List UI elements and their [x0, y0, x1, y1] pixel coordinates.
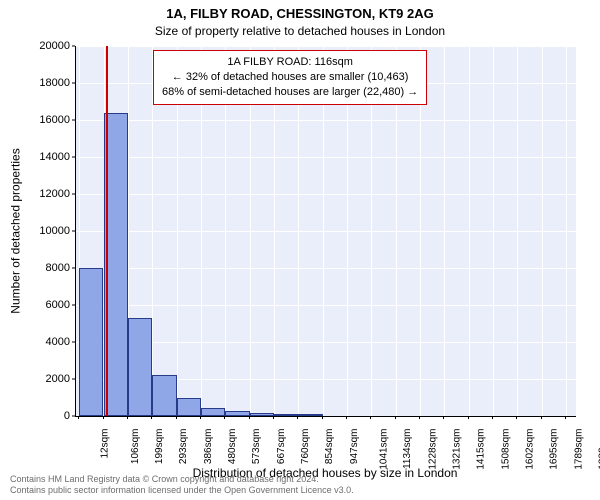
gridline-v: [469, 46, 470, 416]
x-tick-label: 573sqm: [251, 429, 262, 465]
x-tick-mark: [103, 416, 104, 419]
footer-line-2: Contains public sector information licen…: [10, 485, 590, 496]
y-tick-mark: [72, 157, 75, 158]
x-tick-label: 1134sqm: [402, 429, 413, 469]
x-tick-label: 199sqm: [154, 429, 165, 465]
histogram-bar: [225, 411, 249, 416]
y-tick-mark: [72, 83, 75, 84]
x-tick-mark: [322, 416, 323, 419]
property-marker-line: [106, 46, 108, 416]
annotation-line: ← 32% of detached houses are smaller (10…: [162, 70, 418, 85]
histogram-bar: [250, 413, 274, 416]
y-tick-label: 14000: [25, 151, 70, 163]
x-tick-mark: [541, 416, 542, 419]
y-tick-mark: [72, 416, 75, 417]
histogram-bar: [298, 414, 322, 416]
x-tick-mark: [492, 416, 493, 419]
x-tick-mark: [176, 416, 177, 419]
y-tick-mark: [72, 379, 75, 380]
gridline-h: [76, 194, 576, 195]
y-tick-label: 10000: [25, 225, 70, 237]
plot-area: 1A FILBY ROAD: 116sqm← 32% of detached h…: [75, 46, 576, 417]
y-tick-mark: [72, 46, 75, 47]
x-tick-label: 386sqm: [203, 429, 214, 465]
x-tick-label: 1602sqm: [525, 429, 536, 470]
x-tick-label: 1508sqm: [500, 429, 511, 470]
chart-title-sub: Size of property relative to detached ho…: [0, 24, 600, 38]
y-axis-label-text: Number of detached properties: [9, 148, 23, 313]
x-tick-mark: [200, 416, 201, 419]
chart-container: { "chart": { "type": "histogram", "title…: [0, 0, 600, 500]
y-tick-label: 6000: [25, 299, 70, 311]
x-tick-mark: [273, 416, 274, 419]
y-tick-mark: [72, 194, 75, 195]
y-tick-label: 12000: [25, 188, 70, 200]
gridline-v: [517, 46, 518, 416]
gridline-h: [76, 157, 576, 158]
y-tick-mark: [72, 120, 75, 121]
x-tick-label: 1695sqm: [549, 429, 560, 470]
gridline-v: [493, 46, 494, 416]
gridline-h: [76, 120, 576, 121]
x-tick-mark: [249, 416, 250, 419]
x-tick-mark: [224, 416, 225, 419]
x-tick-label: 1041sqm: [379, 429, 390, 470]
x-tick-label: 760sqm: [300, 429, 311, 465]
y-tick-label: 18000: [25, 77, 70, 89]
gridline-v: [444, 46, 445, 416]
x-tick-label: 1789sqm: [574, 429, 585, 470]
footer-line-1: Contains HM Land Registry data © Crown c…: [10, 474, 590, 485]
y-tick-label: 0: [25, 410, 70, 422]
histogram-bar: [201, 408, 225, 416]
x-tick-mark: [443, 416, 444, 419]
x-tick-label: 1415sqm: [476, 429, 487, 470]
x-tick-label: 293sqm: [178, 429, 189, 465]
x-tick-label: 480sqm: [227, 429, 238, 465]
x-tick-label: 667sqm: [276, 429, 287, 465]
x-tick-mark: [151, 416, 152, 419]
x-tick-mark: [419, 416, 420, 419]
annotation-box: 1A FILBY ROAD: 116sqm← 32% of detached h…: [153, 50, 427, 105]
annotation-line: 68% of semi-detached houses are larger (…: [162, 85, 418, 100]
x-tick-mark: [395, 416, 396, 419]
footer-attribution: Contains HM Land Registry data © Crown c…: [10, 474, 590, 497]
x-tick-mark: [370, 416, 371, 419]
y-tick-label: 16000: [25, 114, 70, 126]
histogram-bar: [177, 398, 201, 417]
x-tick-label: 12sqm: [100, 429, 111, 459]
x-tick-mark: [78, 416, 79, 419]
histogram-bar: [274, 414, 298, 416]
y-tick-label: 4000: [25, 336, 70, 348]
y-tick-label: 20000: [25, 40, 70, 52]
x-tick-mark: [127, 416, 128, 419]
x-tick-mark: [468, 416, 469, 419]
y-tick-mark: [72, 342, 75, 343]
y-tick-mark: [72, 305, 75, 306]
x-tick-label: 854sqm: [324, 429, 335, 465]
gridline-h: [76, 268, 576, 269]
histogram-bar: [128, 318, 152, 416]
y-tick-mark: [72, 268, 75, 269]
y-tick-label: 2000: [25, 373, 70, 385]
gridline-h: [76, 231, 576, 232]
x-tick-mark: [297, 416, 298, 419]
gridline-v: [542, 46, 543, 416]
y-axis-label: Number of detached properties: [8, 46, 24, 416]
histogram-bar: [79, 268, 103, 416]
x-tick-label: 1321sqm: [452, 429, 463, 470]
annotation-line: 1A FILBY ROAD: 116sqm: [162, 55, 418, 70]
gridline-v: [566, 46, 567, 416]
y-tick-label: 8000: [25, 262, 70, 274]
x-tick-mark: [565, 416, 566, 419]
y-tick-mark: [72, 231, 75, 232]
x-tick-label: 106sqm: [130, 429, 141, 465]
gridline-h: [76, 305, 576, 306]
x-tick-mark: [516, 416, 517, 419]
gridline-h: [76, 46, 576, 47]
x-tick-label: 947sqm: [349, 429, 360, 465]
histogram-bar: [152, 375, 176, 416]
chart-title-main: 1A, FILBY ROAD, CHESSINGTON, KT9 2AG: [0, 6, 600, 21]
x-tick-label: 1228sqm: [427, 429, 438, 470]
x-tick-mark: [346, 416, 347, 419]
